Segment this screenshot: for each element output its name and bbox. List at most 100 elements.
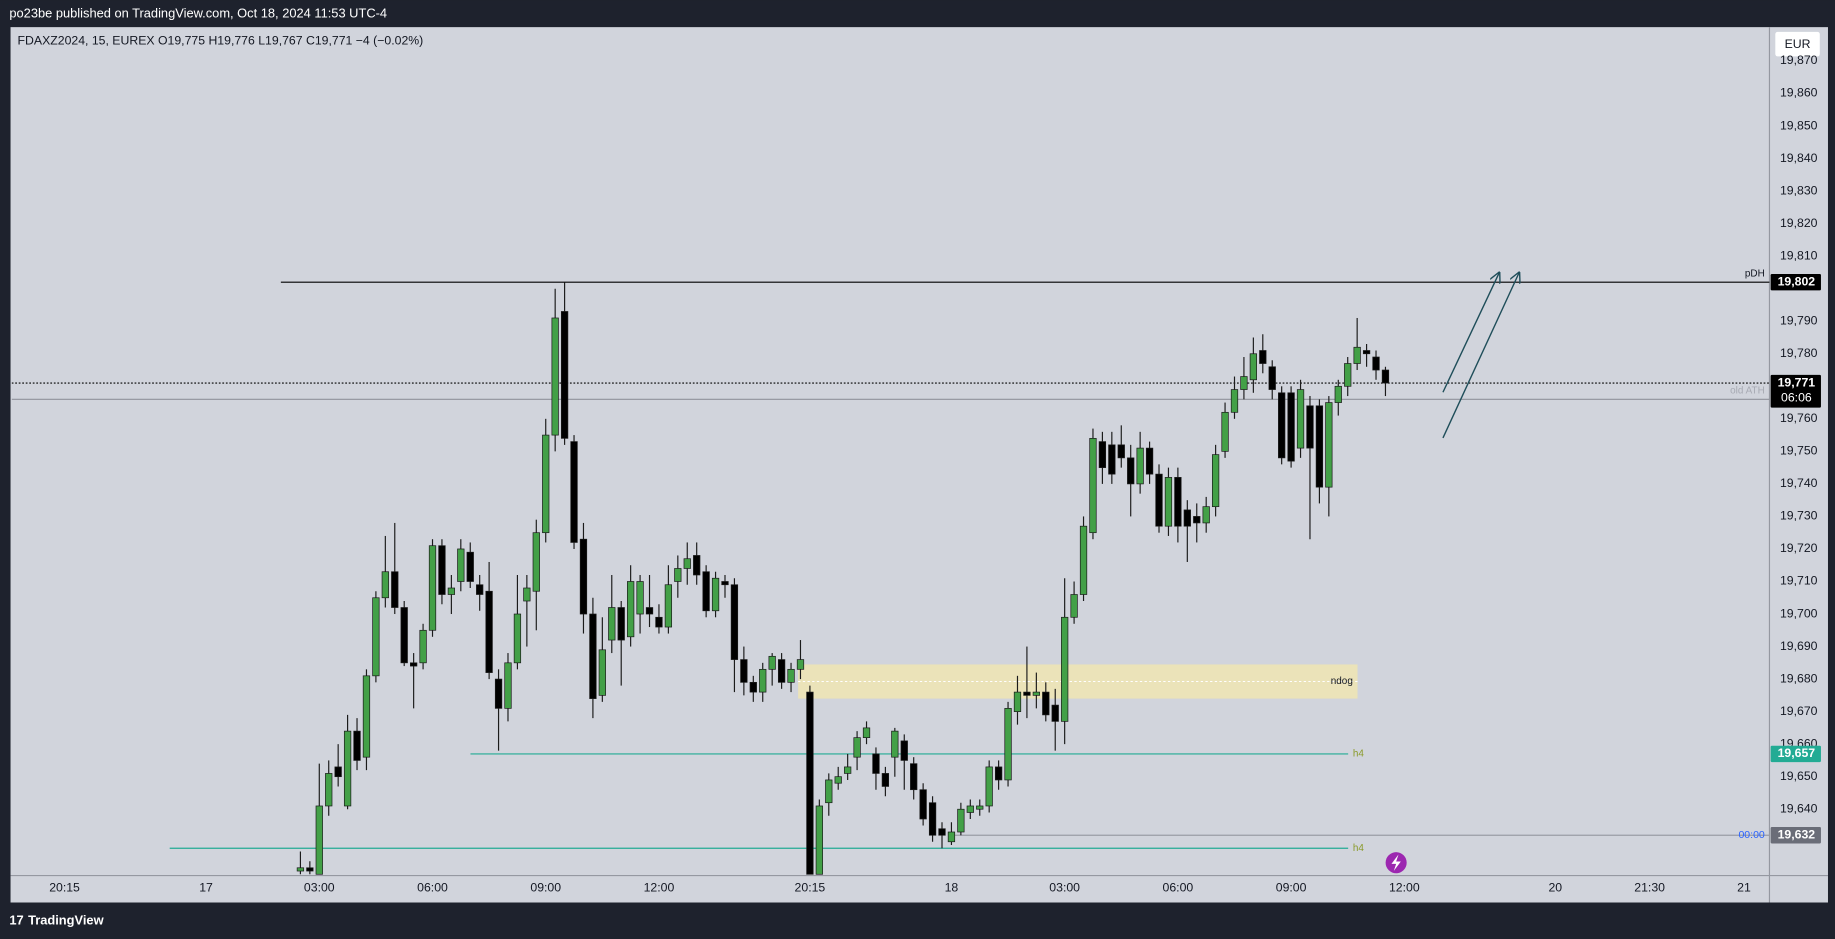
candle-body (994, 766, 1003, 781)
x-tick-label: 20 (1548, 881, 1562, 895)
candle-body (862, 727, 871, 738)
candle-body (1287, 392, 1295, 462)
candle-body (362, 675, 371, 758)
candle-body (343, 730, 352, 807)
candle-body (1381, 369, 1390, 384)
candle-body (683, 558, 691, 569)
candle-body (881, 773, 890, 787)
arrow-drawing (1442, 273, 1519, 439)
candle-body (1061, 616, 1069, 722)
y-tick-label: 19,640 (1780, 801, 1818, 815)
candle-body (777, 659, 786, 683)
candle-body (957, 808, 965, 833)
candle-body (740, 659, 748, 683)
candle-body (1344, 363, 1352, 387)
price-tag-label: 19,632 (1778, 827, 1816, 841)
price-tag-label: 19,657 (1778, 746, 1816, 760)
candle-body (759, 668, 767, 693)
candle-body (1221, 411, 1229, 452)
candle-body (1193, 516, 1201, 524)
y-tick-label: 19,650 (1780, 769, 1818, 783)
x-tick-label: 03:00 (1049, 881, 1080, 895)
y-tick-label: 19,810 (1780, 248, 1818, 262)
candle-body (1211, 454, 1220, 508)
candle-body (372, 597, 380, 677)
candle-body (381, 571, 389, 599)
y-tick-label: 19,690 (1780, 639, 1818, 653)
y-tick-label: 19,740 (1780, 476, 1818, 490)
y-tick-label: 19,670 (1780, 704, 1818, 718)
x-tick-label: 20:15 (49, 881, 80, 895)
x-tick-label: 12:00 (644, 881, 675, 895)
candle-body (910, 763, 918, 791)
candle-body (1155, 473, 1163, 527)
candle-body (447, 587, 456, 595)
candle-body (513, 613, 522, 664)
candle-body (1174, 477, 1182, 527)
footer-logo-mark: 17 (9, 913, 23, 928)
alert-icon-bolt (1391, 854, 1401, 871)
plot (11, 281, 1770, 875)
y-tick-label: 19,760 (1780, 411, 1818, 425)
candle-body (1353, 346, 1361, 364)
candle-body (844, 766, 852, 774)
price-tag (1770, 745, 1821, 763)
candle-body (428, 545, 437, 631)
candle-body (1098, 441, 1107, 468)
y-tick-label: 19,850 (1780, 118, 1818, 132)
candle-body (796, 659, 805, 670)
candle-body (1004, 708, 1012, 781)
candle-body (976, 805, 984, 810)
candle-body (627, 581, 635, 638)
x-tick-label: 21 (1737, 881, 1751, 895)
price-tag (1770, 827, 1821, 844)
candle-body (645, 607, 654, 615)
x-tick-label: 06:00 (417, 881, 448, 895)
candle-body (410, 662, 418, 667)
footer-logo: TradingView (28, 913, 105, 928)
candle-body (494, 678, 503, 709)
candle-body (674, 568, 682, 582)
candle-body (1268, 366, 1276, 390)
y-tick-label: 19,710 (1780, 574, 1818, 588)
symbol-legend: FDAXZ2024, 15, EUREX O19,775 H19,776 L19… (18, 33, 424, 47)
candle-body (872, 753, 880, 774)
candle-body (928, 802, 937, 836)
x-tick-label: 18 (945, 881, 959, 895)
candle-body (542, 434, 550, 534)
candle-body (834, 776, 842, 784)
x-tick-label: 21:30 (1634, 881, 1665, 895)
candle-body (1164, 477, 1173, 527)
candle-body (768, 655, 776, 670)
x-tick-label: 12:00 (1389, 881, 1420, 895)
y-tick-label: 19,820 (1780, 216, 1818, 230)
candle-body (919, 789, 927, 820)
candle-body (457, 548, 465, 582)
candle-body (806, 691, 814, 875)
currency-label[interactable]: EUR (1785, 37, 1811, 51)
candle-body (1259, 350, 1267, 364)
level-label: old ATH (1730, 386, 1765, 397)
candle-body (1145, 447, 1154, 475)
candle-body (523, 587, 531, 602)
candle-body (296, 867, 305, 872)
candle-body (504, 662, 512, 709)
candle-body (702, 571, 710, 612)
candle-body (608, 607, 616, 641)
level-label: h4 (1353, 749, 1365, 760)
candle-body (1183, 509, 1191, 527)
candle-body (938, 828, 946, 836)
candle-body (476, 584, 484, 595)
candle-body (655, 616, 663, 628)
candle-body (1249, 353, 1257, 381)
currency-box[interactable] (1775, 31, 1820, 57)
candle-body (579, 538, 588, 615)
candle-body (1136, 447, 1144, 485)
candle-body (532, 532, 540, 592)
candle-body (1334, 385, 1342, 403)
candle-body (1042, 691, 1050, 716)
candle-body (306, 867, 314, 872)
zone (798, 664, 1358, 699)
session-label: 00:00 (1738, 829, 1764, 841)
